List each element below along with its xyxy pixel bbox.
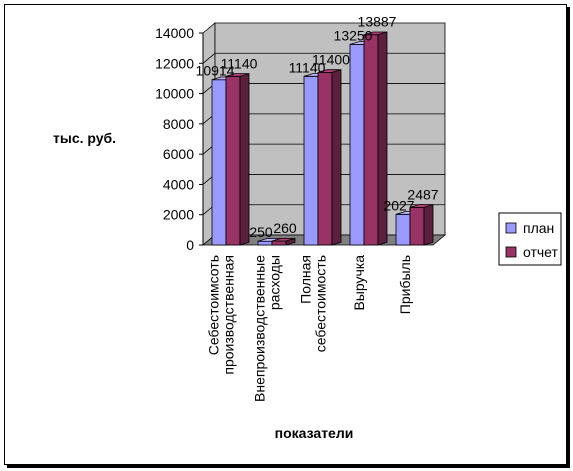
y-axis-title: тыс. руб.: [53, 130, 116, 146]
bar-side: [377, 31, 388, 246]
x-tick-labels: Себестоимсоть производственная Внепроизвод…: [206, 255, 414, 402]
chart-frame: 0 2000 4000 6000 8000 10000 12000 14000 10914 11…: [4, 4, 567, 465]
bar-front: [395, 213, 411, 246]
data-label: 260: [273, 220, 297, 236]
x-tick-label: Себестоимсоть: [206, 255, 222, 355]
bar-front: [363, 34, 379, 246]
y-tick-label: 6000: [163, 146, 194, 162]
y-tick-label: 10000: [155, 86, 194, 102]
data-label: 10914: [196, 63, 235, 79]
x-tick-label: Прибыль: [397, 255, 413, 314]
bar-front: [317, 71, 333, 246]
data-label: 11140: [289, 59, 326, 75]
x-tick-label: Выручка: [351, 255, 367, 311]
y-tick-labels: 0 2000 4000 6000 8000 10000 12000 14000: [155, 25, 204, 253]
x-tick-label: производственная: [221, 255, 237, 375]
bar-side: [285, 237, 296, 246]
y-tick-label: 0: [186, 237, 194, 253]
data-label: 13250: [334, 27, 373, 43]
data-label: 2487: [407, 186, 438, 202]
bar-front: [257, 240, 273, 246]
x-tick-label: Внепроизводственные: [252, 255, 268, 402]
bar-front: [271, 240, 287, 246]
legend-swatch: [505, 246, 517, 258]
bar-side: [423, 204, 434, 246]
legend: план отчет: [498, 212, 562, 266]
x-tick-label: себестоимость: [313, 255, 329, 352]
bar-front: [225, 75, 241, 246]
data-label: 11140: [221, 55, 258, 71]
y-tick-label: 4000: [163, 176, 194, 192]
data-label: 13887: [358, 14, 397, 30]
bars: [211, 31, 434, 246]
x-tick-label: Полная: [298, 255, 314, 304]
x-tick-label: расходы: [267, 255, 283, 310]
y-tick-label: 12000: [155, 55, 194, 71]
data-label: 2027: [383, 197, 414, 213]
y-tick-label: 14000: [155, 25, 194, 41]
data-label: 250: [249, 224, 273, 240]
y-tick-label: 8000: [163, 116, 194, 132]
bar-front: [349, 43, 365, 246]
x-axis-title: показатели: [275, 425, 354, 441]
bar-side: [331, 69, 342, 246]
legend-label: отчет: [523, 244, 559, 260]
legend-label: план: [523, 220, 554, 236]
bar-front: [303, 75, 319, 246]
y-tick-label: 2000: [163, 207, 194, 223]
bar-side: [239, 73, 250, 246]
data-label: 11400: [312, 51, 350, 67]
bar-front: [211, 79, 227, 246]
legend-swatch: [505, 222, 517, 234]
